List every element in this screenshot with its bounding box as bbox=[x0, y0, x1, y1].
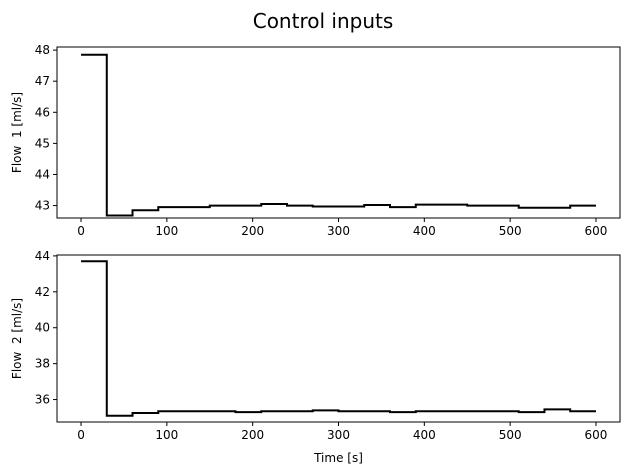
y-axis-label: Flow 2 [ml/s] bbox=[10, 298, 24, 379]
y-tick-label: 40 bbox=[35, 321, 50, 335]
x-tick-label: 500 bbox=[499, 428, 522, 442]
axes-frame bbox=[56, 46, 621, 219]
y-tick-label: 47 bbox=[35, 74, 50, 88]
x-tick-label: 200 bbox=[241, 224, 264, 238]
x-tick-label: 600 bbox=[585, 428, 608, 442]
x-tick-label: 600 bbox=[585, 224, 608, 238]
x-tick-label: 500 bbox=[499, 224, 522, 238]
x-tick-label: 400 bbox=[413, 428, 436, 442]
y-tick-label: 44 bbox=[35, 249, 50, 263]
flow-2-subplot: 0 100 200 300 400 500 600 36 38 40 42 44 Flow 2 [ml/… bbox=[10, 249, 621, 465]
y-axis-label: Flow 1 [ml/s] bbox=[10, 92, 24, 173]
y-tick-label: 46 bbox=[35, 105, 50, 119]
figure-title: Control inputs bbox=[253, 9, 394, 33]
axes-frame bbox=[56, 254, 621, 423]
y-tick-label: 38 bbox=[35, 357, 50, 371]
x-tick-label: 0 bbox=[77, 428, 85, 442]
y-tick-label: 43 bbox=[35, 199, 50, 213]
x-axis-label: Time [s] bbox=[313, 451, 363, 465]
x-tick-label: 400 bbox=[413, 224, 436, 238]
y-tick-label: 48 bbox=[35, 43, 50, 57]
x-tick-label: 300 bbox=[327, 428, 350, 442]
y-tick-label: 36 bbox=[35, 393, 50, 407]
series-line bbox=[81, 53, 596, 217]
x-tick-label: 100 bbox=[155, 428, 178, 442]
series-line bbox=[81, 260, 596, 417]
x-tick-label: 300 bbox=[327, 224, 350, 238]
x-tick-label: 0 bbox=[77, 224, 85, 238]
y-tick-label: 45 bbox=[35, 136, 50, 150]
y-tick-label: 44 bbox=[35, 167, 50, 181]
flow-1-subplot: 0 100 200 300 400 500 600 43 44 45 46 47 48 Flow 1 [m… bbox=[10, 43, 621, 238]
x-tick-label: 200 bbox=[241, 428, 264, 442]
y-tick-label: 42 bbox=[35, 285, 50, 299]
x-tick-label: 100 bbox=[155, 224, 178, 238]
